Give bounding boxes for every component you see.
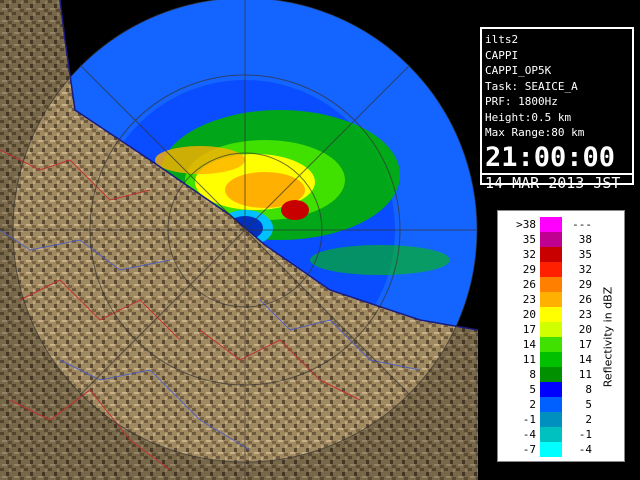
legend-row: 11 14	[510, 352, 600, 367]
legend-upper: -4	[578, 443, 592, 456]
legend-upper: 26	[578, 293, 592, 306]
legend-row: 23 26	[510, 292, 600, 307]
legend-swatch	[540, 307, 562, 322]
legend-lower: 14	[522, 338, 536, 351]
legend-upper: 17	[578, 338, 592, 351]
legend-row: 8 11	[510, 367, 600, 382]
info-line: Height:0.5 km	[485, 110, 572, 124]
legend-swatch	[540, 292, 562, 307]
legend-lower: 32	[522, 248, 536, 261]
legend-upper: ---	[572, 218, 592, 231]
legend-row: >38 ---	[510, 217, 600, 232]
legend-lower: 29	[522, 263, 536, 276]
info-line: Max Range:80 km	[485, 126, 585, 139]
legend-upper: 38	[578, 233, 592, 246]
legend-title: Reflectivity in dBZ	[601, 286, 615, 388]
legend-row: -7 -4	[510, 442, 600, 457]
time: 21:00:00	[485, 141, 616, 173]
rivers	[0, 149, 421, 471]
legend-lower: 17	[522, 323, 536, 336]
legend-row: 14 17	[510, 337, 600, 352]
legend-row: -1 2	[510, 412, 600, 427]
land-outside	[0, 0, 478, 480]
legend-lower: 23	[522, 293, 536, 306]
legend-lower: -4	[522, 428, 536, 441]
legend-lower: 20	[522, 308, 536, 321]
legend-lower: -1	[522, 413, 536, 426]
legend-row: 29 32	[510, 262, 600, 277]
legend-lower: 5	[529, 383, 536, 396]
legend-upper: 5	[585, 398, 592, 411]
info-panel: ilts2 CAPPI CAPPI_OP5K Task: SEAICE_A PRF: 1…	[480, 27, 634, 191]
legend-row: -4 -1	[510, 427, 600, 442]
date: 14 MAR 2013 JST	[482, 172, 632, 192]
legend-row: 32 35	[510, 247, 600, 262]
legend-swatch	[540, 217, 562, 232]
legend-swatch	[540, 337, 562, 352]
legend-lower: 8	[529, 368, 536, 381]
legend-upper: 2	[585, 413, 592, 426]
legend-swatch	[540, 247, 562, 262]
info-line: PRF: 1800Hz	[485, 95, 558, 108]
legend-lower: >38	[516, 218, 536, 231]
legend-swatch	[540, 412, 562, 427]
legend-swatch	[540, 352, 562, 367]
legend-lower: 35	[522, 233, 536, 246]
legend-swatch	[540, 322, 562, 337]
legend-swatch	[540, 277, 562, 292]
legend-row: 26 29	[510, 277, 600, 292]
legend-row: 20 23	[510, 307, 600, 322]
range-rings	[0, 0, 478, 480]
legend-upper: 20	[578, 323, 592, 336]
info-line: ilts2	[485, 33, 519, 46]
legend-swatch	[540, 232, 562, 247]
legend-upper: 11	[578, 368, 592, 381]
legend-swatch	[540, 262, 562, 277]
legend-row: 35 38	[510, 232, 600, 247]
legend-upper: 32	[578, 263, 592, 276]
legend-lower: -7	[522, 443, 536, 456]
legend-swatch	[540, 382, 562, 397]
legend-swatch	[540, 397, 562, 412]
legend-lower: 11	[522, 353, 536, 366]
legend-upper: 29	[578, 278, 592, 291]
legend-upper: 8	[585, 383, 592, 396]
info-line: Task: SEAICE_A	[485, 79, 578, 93]
legend-swatch	[540, 367, 562, 382]
legend-lower: 26	[522, 278, 536, 291]
info-line: CAPPI	[485, 48, 519, 62]
legend-upper: -1	[578, 428, 592, 441]
legend-upper: 35	[578, 248, 592, 261]
legend-lower: 2	[529, 398, 536, 411]
legend-upper: 23	[578, 308, 592, 321]
legend: Reflectivity in dBZ >38 --- 35 38 32 35 29 32 26…	[497, 210, 625, 462]
legend-swatch	[540, 442, 562, 457]
radar-map	[0, 0, 478, 480]
legend-swatch	[540, 427, 562, 442]
legend-upper: 14	[578, 353, 592, 366]
legend-row: 17 20	[510, 322, 600, 337]
info-line: CAPPI_OP5K	[485, 64, 552, 77]
